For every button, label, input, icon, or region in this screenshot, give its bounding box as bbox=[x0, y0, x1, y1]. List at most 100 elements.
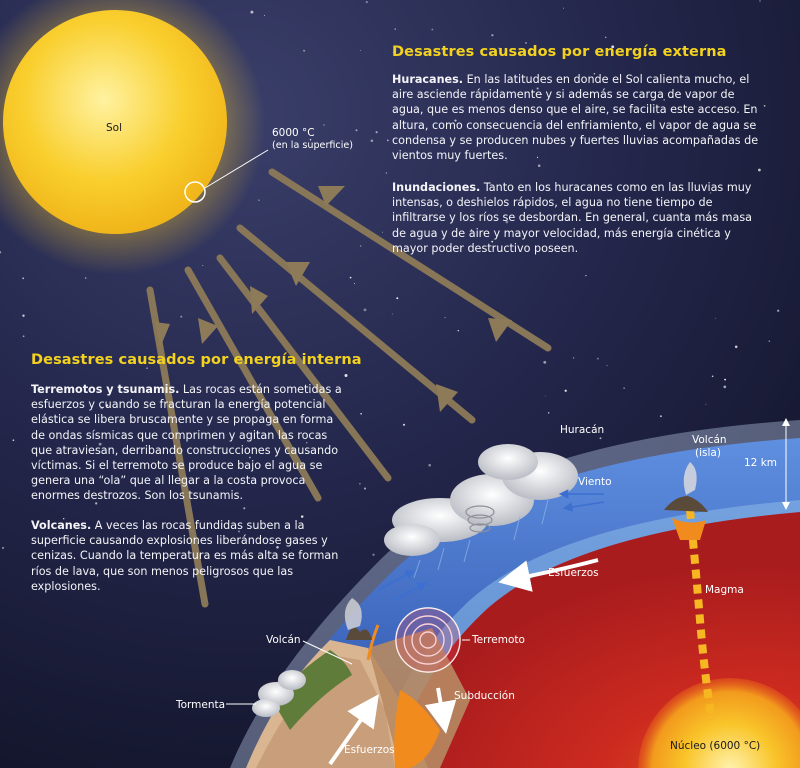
internal-volcano-paragraph: Volcanes. A veces las rocas fundidas sub… bbox=[31, 518, 343, 594]
star bbox=[564, 389, 567, 392]
island-volcano-label-line2: (isla) bbox=[695, 447, 721, 459]
internal-title: Desastres causados por energía interna bbox=[31, 352, 362, 368]
star bbox=[381, 231, 383, 233]
ray-arrowhead bbox=[155, 322, 170, 348]
star bbox=[323, 124, 325, 126]
star bbox=[714, 317, 716, 319]
subduction-label: Subducción bbox=[454, 690, 515, 702]
solar-ray-arrow bbox=[268, 168, 552, 352]
star bbox=[394, 28, 396, 30]
wind-arrow bbox=[377, 570, 415, 591]
external-floods-paragraph: Inundaciones. Tanto en los huracanes com… bbox=[392, 180, 762, 256]
star bbox=[537, 164, 541, 167]
star bbox=[180, 315, 183, 318]
wind-arrows bbox=[377, 489, 605, 601]
land-volcano-cone bbox=[346, 627, 372, 640]
star bbox=[759, 0, 761, 2]
island-volcano-label-line1: Volcán bbox=[692, 434, 727, 446]
core bbox=[638, 678, 800, 768]
star bbox=[264, 14, 265, 16]
solar-ray-arrow bbox=[184, 266, 322, 502]
island-volcano-cone bbox=[664, 496, 708, 512]
star bbox=[372, 553, 375, 556]
star bbox=[248, 456, 251, 459]
star bbox=[391, 313, 393, 315]
star bbox=[611, 45, 615, 49]
star bbox=[711, 375, 714, 378]
star bbox=[392, 51, 394, 53]
star bbox=[498, 47, 501, 50]
dimension-arrowhead bbox=[782, 502, 790, 510]
seismic-ring bbox=[395, 607, 461, 673]
land-vegetation bbox=[272, 650, 352, 730]
star bbox=[585, 274, 587, 277]
floods-text: Tanto en los huracanes como en las lluvi… bbox=[392, 181, 753, 255]
internal-quakes-paragraph: Terremotos y tsunamis. Las rocas están s… bbox=[31, 382, 343, 504]
star bbox=[454, 119, 457, 122]
star bbox=[359, 482, 361, 485]
star bbox=[106, 404, 109, 407]
sun-surface-leader bbox=[204, 149, 269, 189]
star bbox=[623, 387, 625, 389]
subduction-arrow bbox=[424, 687, 457, 734]
spiral-ring bbox=[469, 523, 491, 533]
star bbox=[363, 308, 367, 312]
cloud-puff bbox=[478, 444, 538, 480]
star bbox=[468, 246, 470, 248]
star bbox=[375, 131, 378, 134]
star bbox=[385, 172, 387, 174]
storm-label: Tormenta bbox=[176, 699, 226, 711]
hurricanes-term: Huracanes. bbox=[392, 73, 464, 86]
magma-label: Magma bbox=[705, 584, 744, 596]
magma-conduit bbox=[366, 624, 380, 661]
ray-arrowhead bbox=[488, 318, 512, 342]
star bbox=[146, 367, 148, 369]
magma-column bbox=[686, 509, 716, 721]
sun-temp-label-line2: (en la superficie) bbox=[272, 140, 354, 151]
star bbox=[360, 413, 362, 415]
star bbox=[604, 36, 607, 39]
star bbox=[344, 374, 348, 377]
cloud-puff bbox=[278, 670, 306, 690]
ray-arrowhead bbox=[198, 318, 218, 344]
star bbox=[457, 329, 460, 332]
star bbox=[386, 139, 389, 142]
star bbox=[95, 502, 98, 505]
star bbox=[63, 518, 65, 520]
star bbox=[309, 139, 312, 141]
star bbox=[396, 297, 399, 300]
star bbox=[100, 406, 104, 410]
spiral-ring bbox=[467, 514, 493, 526]
core-label: Núcleo (6000 °C) bbox=[670, 740, 761, 752]
star bbox=[536, 156, 539, 158]
stresses-right-label: Esfuerzos bbox=[548, 567, 599, 579]
star bbox=[724, 378, 726, 381]
star bbox=[370, 139, 374, 142]
star bbox=[470, 229, 473, 231]
ray-arrowhead bbox=[436, 384, 458, 412]
star bbox=[235, 558, 237, 560]
wind-label: Viento bbox=[578, 476, 612, 488]
volcano-plume bbox=[683, 462, 697, 495]
magma-chamber bbox=[394, 690, 440, 768]
star bbox=[355, 129, 358, 132]
star bbox=[734, 345, 738, 349]
star bbox=[22, 277, 25, 280]
star bbox=[758, 168, 761, 172]
star bbox=[599, 437, 602, 440]
seismic-ring bbox=[403, 615, 453, 665]
star bbox=[22, 314, 25, 317]
stars bbox=[0, 0, 780, 560]
cloud-puff bbox=[384, 524, 440, 556]
star bbox=[707, 231, 710, 234]
star bbox=[428, 155, 431, 157]
star bbox=[1, 546, 5, 549]
star bbox=[258, 199, 260, 201]
sun-surface-marker bbox=[184, 181, 206, 203]
star bbox=[22, 335, 25, 338]
star bbox=[663, 99, 665, 101]
hurricane-spiral bbox=[465, 505, 495, 533]
star bbox=[709, 192, 712, 194]
rain-streak bbox=[541, 499, 549, 525]
